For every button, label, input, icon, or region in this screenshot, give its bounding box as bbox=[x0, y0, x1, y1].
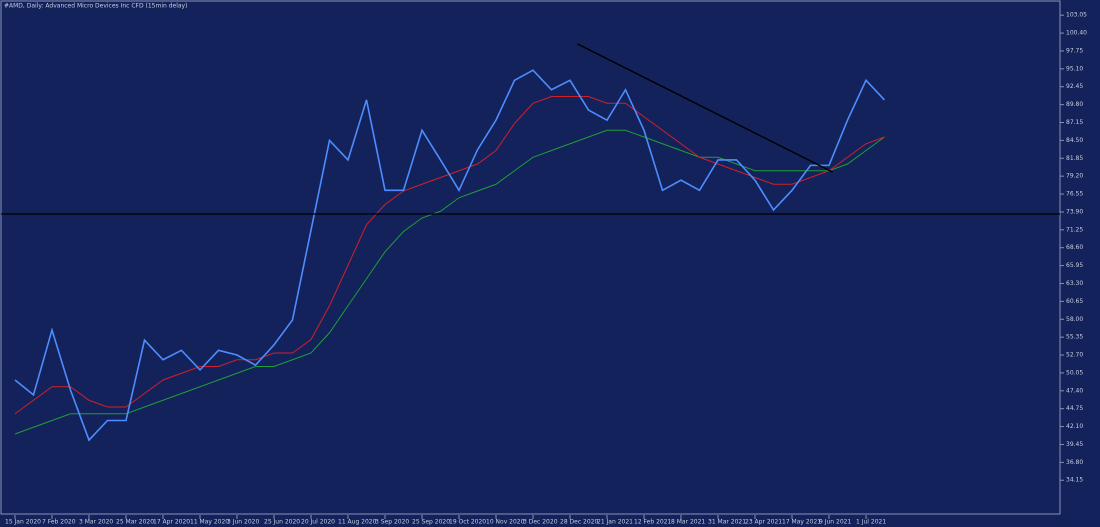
x-tick-label: 17 Apr 2020 bbox=[153, 519, 190, 526]
trendline bbox=[577, 43, 834, 173]
series-line bbox=[14, 69, 886, 442]
x-tick-label: 11 May 2020 bbox=[190, 519, 229, 526]
y-tick-label: 95.10 bbox=[1066, 65, 1083, 72]
y-tick-label: 84.50 bbox=[1066, 137, 1083, 144]
y-tick-label: 100.40 bbox=[1066, 30, 1087, 37]
x-tick-label: 1 Jul 2021 bbox=[856, 519, 886, 526]
y-tick-label: 58.00 bbox=[1066, 316, 1083, 323]
y-tick-label: 55.35 bbox=[1066, 334, 1083, 341]
x-tick-label: 31 Mar 2021 bbox=[708, 519, 746, 526]
y-tick-label: 92.45 bbox=[1066, 83, 1083, 90]
x-tick-label: 17 May 2021 bbox=[782, 519, 821, 526]
x-tick-label: 9 Jun 2021 bbox=[819, 519, 851, 526]
y-tick-label: 71.25 bbox=[1066, 226, 1083, 233]
x-tick-label: 25 Jun 2020 bbox=[264, 519, 300, 526]
y-tick-label: 73.90 bbox=[1066, 208, 1083, 215]
x-tick-label: 8 Mar 2021 bbox=[671, 519, 705, 526]
plot-frame bbox=[0, 0, 1061, 515]
x-tick-label: 3 Mar 2020 bbox=[79, 519, 113, 526]
y-tick-label: 79.20 bbox=[1066, 173, 1083, 180]
y-tick-label: 47.40 bbox=[1066, 387, 1083, 394]
y-tick-label: 87.15 bbox=[1066, 119, 1083, 126]
y-tick-label: 50.05 bbox=[1066, 369, 1083, 376]
y-tick-label: 52.70 bbox=[1066, 352, 1083, 359]
x-tick-label: 20 Jul 2020 bbox=[301, 519, 335, 526]
y-tick-label: 60.65 bbox=[1066, 298, 1083, 305]
y-tick-label: 65.95 bbox=[1066, 262, 1083, 269]
x-tick-label: 28 Dec 2020 bbox=[560, 519, 599, 526]
y-tick-label: 36.80 bbox=[1066, 459, 1083, 466]
x-tick-label: 12 Feb 2021 bbox=[634, 519, 672, 526]
y-tick-label: 68.60 bbox=[1066, 244, 1083, 251]
y-tick-label: 42.10 bbox=[1066, 423, 1083, 430]
x-tick-label: 25 Mar 2020 bbox=[116, 519, 154, 526]
x-tick-label: 3 Sep 2020 bbox=[375, 519, 409, 526]
y-tick-label: 44.75 bbox=[1066, 405, 1083, 412]
y-tick-label: 34.15 bbox=[1066, 477, 1083, 484]
y-tick-label: 103.05 bbox=[1066, 12, 1087, 19]
x-tick-label: 3 Dec 2020 bbox=[523, 519, 558, 526]
x-tick-label: 10 Nov 2020 bbox=[486, 519, 525, 526]
x-tick-label: 11 Aug 2020 bbox=[338, 519, 377, 526]
x-tick-label: 3 Jun 2020 bbox=[227, 519, 259, 526]
series-line bbox=[14, 129, 885, 435]
x-tick-label: 23 Apr 2021 bbox=[745, 519, 782, 526]
x-tick-label: 15 Jan 2020 bbox=[5, 519, 41, 526]
y-tick-label: 76.55 bbox=[1066, 191, 1083, 198]
y-tick-label: 63.30 bbox=[1066, 280, 1083, 287]
y-tick-label: 39.45 bbox=[1066, 441, 1083, 448]
x-tick-label: 7 Feb 2020 bbox=[42, 519, 76, 526]
x-tick-label: 21 Jan 2021 bbox=[597, 519, 633, 526]
chart-title: #AMD, Daily: Advanced Micro Devices Inc … bbox=[4, 3, 187, 10]
y-tick-label: 89.80 bbox=[1066, 101, 1083, 108]
y-tick-label: 81.85 bbox=[1066, 155, 1083, 162]
y-tick-label: 97.75 bbox=[1066, 47, 1083, 54]
x-tick-label: 25 Sep 2020 bbox=[412, 519, 450, 526]
x-tick-label: 19 Oct 2020 bbox=[449, 519, 486, 526]
